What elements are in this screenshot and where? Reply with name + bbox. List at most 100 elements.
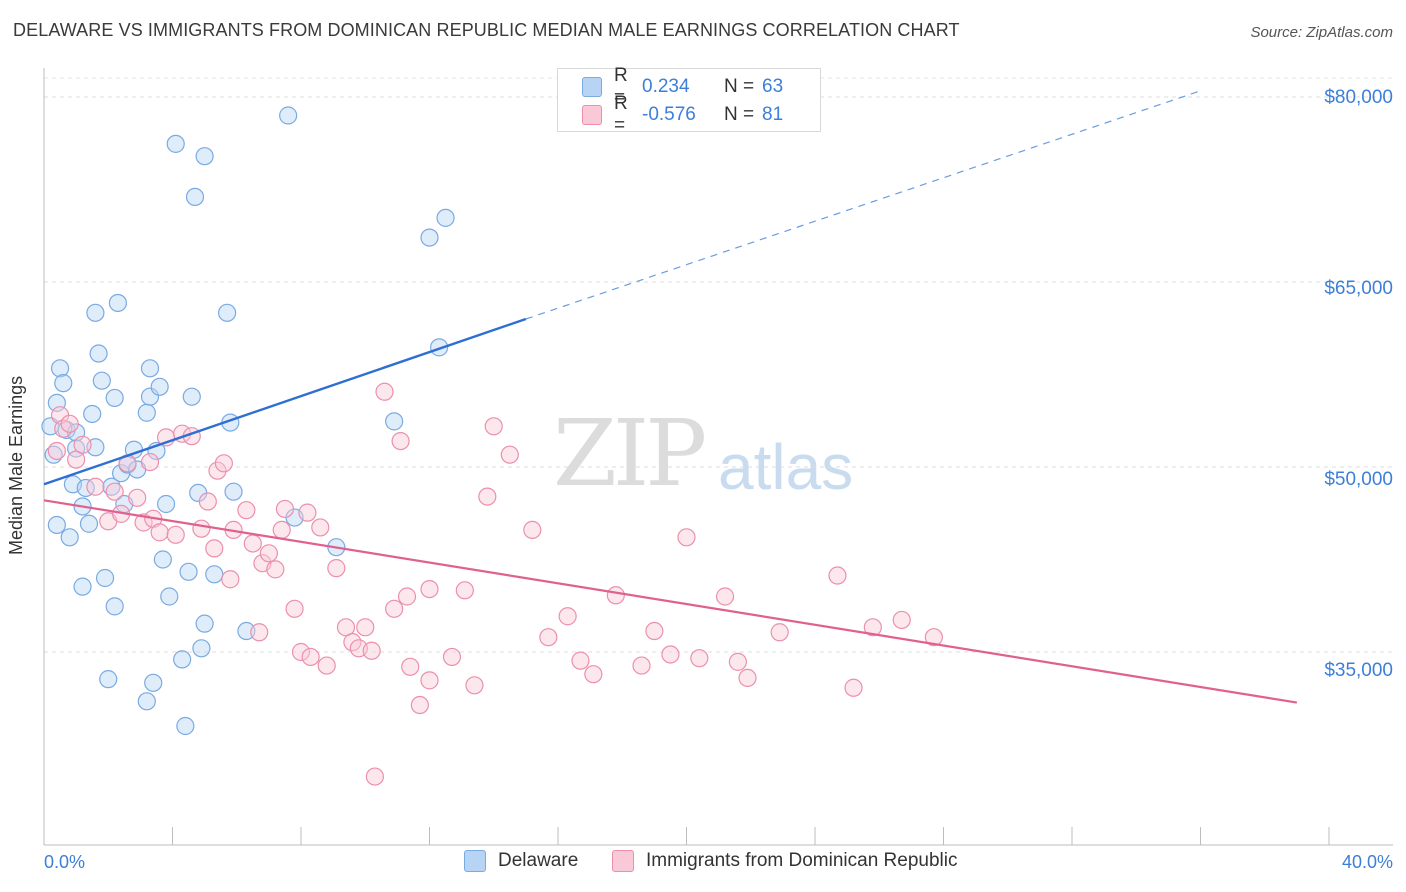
dominican-point bbox=[150, 523, 169, 542]
legend-row-delaware: R = 0.234 N = 63 bbox=[582, 65, 783, 108]
legend-label: Immigrants from Dominican Republic bbox=[646, 850, 958, 871]
delaware-point bbox=[73, 577, 92, 596]
delaware-point bbox=[50, 359, 70, 378]
delaware-point bbox=[137, 403, 156, 422]
dominican-point bbox=[266, 560, 285, 579]
legend-item-dominican[interactable]: Immigrants from Dominican Republic bbox=[612, 850, 958, 872]
dominican-point bbox=[397, 587, 417, 606]
dominican-point bbox=[301, 647, 320, 667]
dominican-point bbox=[356, 618, 375, 637]
y-axis-label: Median Male Earnings bbox=[6, 375, 26, 555]
dominican-point bbox=[539, 628, 558, 647]
chart-title: DELAWARE VS IMMIGRANTS FROM DOMINICAN RE… bbox=[13, 20, 960, 40]
dominican-point bbox=[134, 513, 153, 532]
delaware-point bbox=[105, 597, 124, 616]
dominican-point bbox=[285, 599, 304, 618]
dominican-point bbox=[128, 488, 147, 507]
delaware-point bbox=[76, 478, 95, 498]
delaware-point bbox=[195, 614, 214, 633]
delaware-point bbox=[436, 208, 455, 227]
dominican-point bbox=[465, 676, 484, 695]
dominican-point bbox=[420, 671, 439, 690]
delaware-point bbox=[237, 621, 256, 641]
dominican-point bbox=[558, 607, 577, 626]
dominican-swatch bbox=[612, 850, 634, 872]
x-axis-min-label: 0.0% bbox=[44, 852, 86, 872]
delaware-point bbox=[218, 303, 237, 322]
dominican-point bbox=[208, 461, 227, 480]
dominican-point bbox=[140, 452, 160, 472]
y-tick-label: $35,000 bbox=[1324, 660, 1393, 681]
dominican-point bbox=[645, 621, 664, 641]
delaware-trend-line bbox=[43, 317, 527, 486]
dominican-point bbox=[192, 519, 211, 538]
dominican-point bbox=[484, 417, 503, 436]
dominican-point bbox=[770, 623, 789, 642]
y-tick-label: $50,000 bbox=[1324, 469, 1393, 490]
r-label: R = bbox=[614, 93, 628, 136]
x-axis-max-label: 40.0% bbox=[1341, 852, 1393, 872]
dominican-point bbox=[362, 641, 381, 660]
dominican-point bbox=[198, 492, 217, 511]
dominican-point bbox=[584, 665, 603, 684]
delaware-point bbox=[153, 550, 172, 569]
dominican-point bbox=[237, 501, 256, 520]
dominican-point bbox=[275, 499, 295, 519]
r-value: -0.576 bbox=[642, 104, 696, 125]
watermark-zip: ZIP bbox=[553, 400, 707, 507]
delaware-point bbox=[150, 377, 169, 396]
delaware-point bbox=[137, 692, 156, 711]
legend-label: Delaware bbox=[498, 850, 579, 871]
dominican-point bbox=[442, 647, 462, 667]
delaware-point bbox=[95, 568, 115, 588]
dominican-trend-line bbox=[43, 499, 1298, 704]
dominican-point bbox=[250, 623, 269, 642]
delaware-point bbox=[92, 371, 111, 390]
delaware-point bbox=[144, 673, 163, 692]
delaware-point bbox=[140, 387, 160, 406]
series-legend: Delaware Immigrants from Dominican Repub… bbox=[0, 850, 1406, 878]
dominican-point bbox=[365, 767, 384, 786]
delaware-point bbox=[195, 147, 214, 166]
delaware-point bbox=[108, 293, 127, 313]
dominican-point bbox=[632, 656, 651, 675]
delaware-point bbox=[99, 670, 118, 689]
dominican-point bbox=[606, 586, 625, 605]
delaware-point bbox=[105, 388, 124, 408]
dominican-point bbox=[571, 651, 590, 670]
dominican-point bbox=[60, 414, 79, 433]
delaware-point bbox=[176, 716, 195, 736]
delaware-point bbox=[179, 562, 198, 581]
delaware-point bbox=[140, 359, 160, 378]
delaware-point bbox=[79, 514, 99, 533]
legend-item-delaware[interactable]: Delaware bbox=[464, 850, 578, 872]
delaware-point bbox=[83, 404, 102, 424]
delaware-point bbox=[86, 303, 105, 322]
delaware-point bbox=[89, 344, 108, 363]
dominican-point bbox=[317, 656, 336, 675]
r-label: R = bbox=[614, 65, 628, 108]
dominican-point bbox=[728, 652, 748, 671]
dominican-point bbox=[420, 579, 439, 599]
dominican-point bbox=[844, 678, 863, 697]
dominican-point bbox=[311, 518, 330, 537]
dominican-point bbox=[259, 544, 278, 563]
delaware-point bbox=[166, 134, 185, 153]
dominican-point bbox=[455, 581, 474, 600]
dominican-point bbox=[105, 482, 124, 501]
delaware-point bbox=[54, 374, 73, 393]
delaware-point bbox=[160, 587, 179, 606]
dominican-swatch bbox=[582, 105, 602, 125]
dominican-point bbox=[221, 570, 240, 589]
dominican-point bbox=[738, 668, 757, 688]
dominican-point bbox=[391, 432, 410, 451]
dominican-point bbox=[327, 559, 346, 578]
delaware-swatch bbox=[582, 77, 602, 97]
dominican-point bbox=[410, 695, 429, 715]
delaware-point bbox=[385, 412, 404, 431]
dominican-point bbox=[298, 503, 317, 522]
n-value: 81 bbox=[762, 104, 784, 125]
dominican-point bbox=[47, 441, 66, 461]
delaware-point bbox=[430, 338, 449, 357]
legend-row-dominican: R = -0.576 N = 81 bbox=[582, 93, 784, 136]
